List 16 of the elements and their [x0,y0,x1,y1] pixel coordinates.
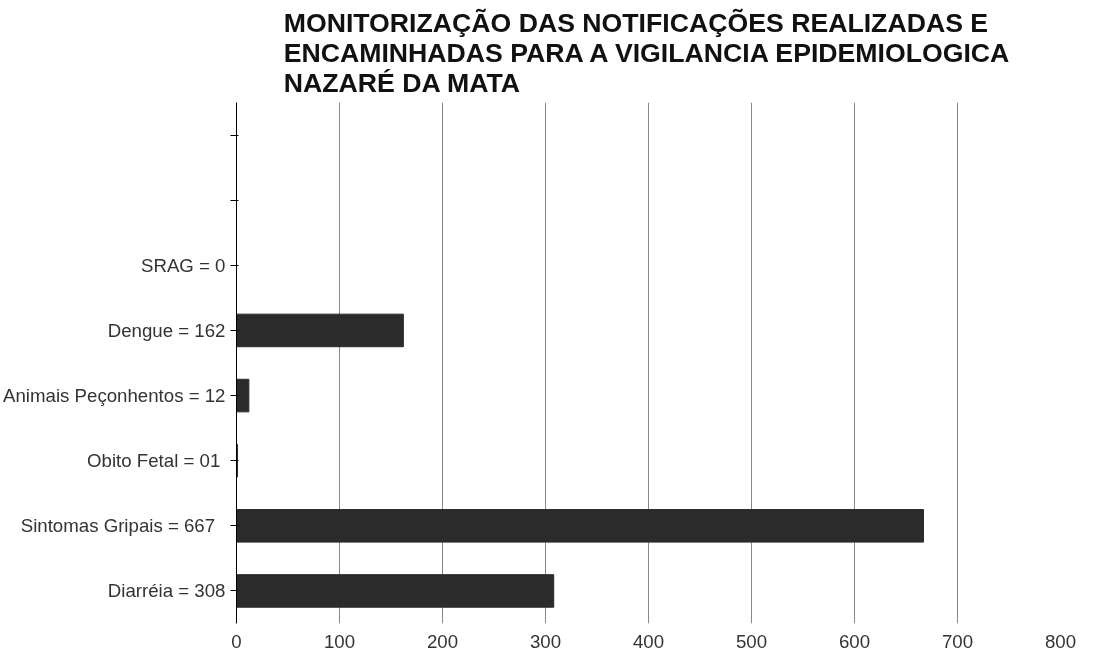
y-tick-label: Animais Peçonhentos = 12 [3,385,226,407]
y-tick-label: Obito Fetal = 01 [87,450,221,472]
x-tick-label: 100 [323,630,356,652]
x-tick-label: 600 [838,630,871,652]
x-tick-label: 200 [426,630,459,652]
chart-title: MONITORIZAÇÃO DAS NOTIFICAÇÕES REALIZADAS E ENCAMINHADAS PARA A VIGILANCIA EPIDEMIOLOGICA NAZARÉ DA MATA [283,7,1010,98]
y-tick-label: Diarréia = 308 [107,580,226,602]
y-tick-label: Dengue = 162 [107,319,226,341]
x-tick-label: 400 [632,630,665,652]
x-tick-label: 0 [231,630,242,652]
x-tick-label: 500 [735,630,768,652]
x-tick-label: 700 [941,630,974,652]
y-tick-label: SRAG = 0 [140,254,226,276]
x-tick-label: 800 [1044,630,1077,652]
x-tick-label: 300 [529,630,562,652]
y-tick-label: Sintomas Gripais = 667 [20,515,216,537]
